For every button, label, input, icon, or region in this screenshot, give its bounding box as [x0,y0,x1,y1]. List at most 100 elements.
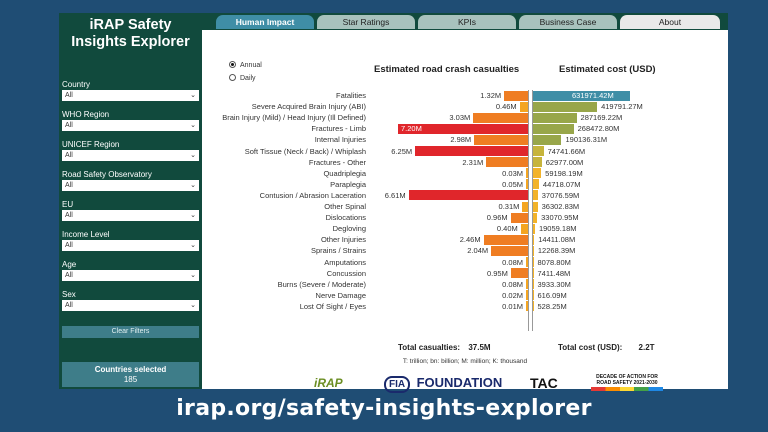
cost-bar[interactable] [532,234,535,245]
tab-kpis[interactable]: KPIs [418,15,516,29]
cost-bar[interactable] [532,101,598,112]
filter-select[interactable]: All ⌄ [62,300,199,311]
filter-label: Country [62,80,91,89]
cost-bar[interactable] [532,223,535,234]
tab-human-impact[interactable]: Human Impact [216,15,314,29]
fia-logo-mark: FIA [384,376,411,393]
category-label: Concussion [326,268,366,278]
filter-label: Road Safety Observatory [62,170,152,179]
filter-select[interactable]: All ⌄ [62,180,199,191]
irap-logo-text: iRAP [314,376,343,390]
category-label: Contusion / Abrasion Laceration [259,190,366,200]
filter-selected-value: All [65,182,73,189]
fia-logo-text: FOUNDATION [416,375,503,390]
clear-filters-button[interactable]: Clear Filters [62,326,199,338]
cost-bar[interactable] [532,112,577,123]
filter-sex: Sex All ⌄ [62,289,199,311]
category-label: Other Injuries [320,235,366,245]
casualty-bar[interactable] [491,245,528,256]
casualty-bar[interactable] [526,257,528,267]
filter-select[interactable]: All ⌄ [62,210,199,221]
casualty-value-label: 2.04M [467,246,489,256]
cost-bar[interactable] [532,168,542,179]
period-daily-radio[interactable]: Daily [229,74,256,83]
cost-bar[interactable] [532,201,538,212]
casualties-title: Estimated road crash casualties [374,64,520,75]
tab-star-ratings[interactable]: Star Ratings [317,15,415,29]
casualty-bar[interactable] [486,157,528,168]
tab-about[interactable]: About [620,15,720,29]
cost-bar[interactable] [532,146,544,156]
category-label: Fatalities [335,91,366,100]
casualty-bar[interactable] [510,212,528,223]
casualty-bar[interactable] [474,134,528,145]
chevron-down-icon: ⌄ [190,272,196,279]
cost-bar[interactable] [532,190,538,201]
filter-label: Age [62,260,77,269]
filter-select[interactable]: All ⌄ [62,240,199,251]
casualty-value-label: 0.03M [502,168,523,178]
tac-logo-text: TAC [530,375,558,391]
cost-bar[interactable] [532,90,630,101]
filter-select[interactable]: All ⌄ [62,270,199,281]
casualty-bar[interactable] [483,234,528,245]
filter-selected-value: All [65,122,73,129]
cost-bar[interactable] [532,157,542,168]
filter-select[interactable]: All ⌄ [62,120,199,131]
filter-income-level: Income Level All ⌄ [62,229,199,251]
casualty-bar[interactable] [526,168,528,179]
casualty-value-label: 0.46M [495,102,517,112]
cost-value-label: 14411.08M [538,235,576,245]
category-label: Severe Acquired Brain Injury (ABI) [251,102,366,112]
casualty-value-label: 6.25M [391,146,413,156]
cost-value-label: 528.25M [537,301,567,311]
total-cost-label: Total cost (USD): [558,343,623,352]
chevron-down-icon: ⌄ [190,92,196,99]
app-window: iRAP Safety Insights Explorer Country All… [59,13,728,393]
cost-bar[interactable] [532,134,562,145]
cost-value-label: 74741.66M [547,146,586,156]
cost-value-label: 7411.48M [537,268,571,278]
period-annual-radio[interactable]: Annual [229,61,262,70]
casualty-bar[interactable] [526,279,528,290]
casualty-bar[interactable] [504,90,528,101]
casualty-value-label: 0.02M [502,290,523,300]
casualty-bar[interactable] [415,146,528,156]
cost-value-label: 44718.07M [542,179,581,189]
casualty-bar[interactable] [519,101,528,112]
filter-select[interactable]: All ⌄ [62,90,199,101]
total-casualties: Total casualties: 37.5M [398,343,491,352]
cost-value-label: 37076.59M [541,190,580,200]
cost-value-label: 3933.30M [537,279,571,289]
filter-label: EU [62,200,74,209]
casualty-bar[interactable] [526,301,528,312]
cost-value-label: 19059.18M [538,224,577,234]
casualty-bar[interactable] [526,179,528,190]
app-title-line1: iRAP Safety [89,17,172,33]
tab-business-case[interactable]: Business Case [519,15,617,29]
filter-select[interactable]: All ⌄ [62,150,199,161]
casualty-bar[interactable] [398,123,528,134]
app-title-line2: Insights Explorer [71,34,190,50]
casualty-bar[interactable] [473,112,528,123]
cost-value-label: 36302.83M [541,202,580,211]
filter-unicef-region: UNICEF Region All ⌄ [62,139,199,161]
decade-of-action-logo: DECADE OF ACTION FOR ROAD SAFETY 2021-20… [591,374,663,392]
filter-who-region: WHO Region All ⌄ [62,109,199,131]
filter-selected-value: All [65,302,73,309]
casualty-bar[interactable] [526,290,528,301]
filter-selected-value: All [65,212,73,219]
filter-sidebar: iRAP Safety Insights Explorer Country All… [59,13,202,389]
cost-bar[interactable] [532,212,538,223]
cost-bar[interactable] [532,123,574,134]
fia-foundation-logo: FIA FOUNDATION [384,374,514,393]
casualty-bar[interactable] [510,268,528,279]
casualty-bar[interactable] [522,201,528,212]
chevron-down-icon: ⌄ [190,182,196,189]
cost-axis-line [532,90,533,331]
casualty-bar[interactable] [520,223,528,234]
total-cost-value: 2.2T [638,343,655,352]
cost-bar[interactable] [532,179,539,190]
period-annual-label: Annual [240,62,262,69]
casualty-bar[interactable] [408,190,528,201]
